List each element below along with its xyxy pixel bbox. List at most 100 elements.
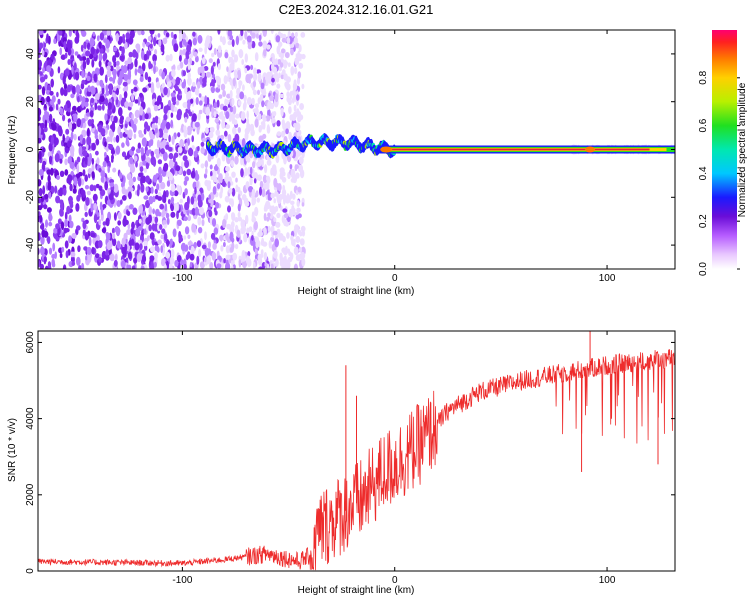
- heatmap-cell: [209, 164, 213, 170]
- heatmap-cell: [293, 263, 298, 269]
- heatmap-cell: [38, 197, 42, 204]
- heatmap-cell: [97, 105, 102, 111]
- heatmap-cell: [194, 51, 198, 58]
- heatmap-cell: [251, 235, 254, 241]
- heatmap-cell: [229, 89, 233, 99]
- heatmap-cell: [42, 147, 46, 153]
- heatmap-cell: [77, 177, 82, 187]
- heatmap-cell: [113, 259, 118, 267]
- heatmap-cell: [270, 192, 276, 199]
- heatmap-cell: [46, 33, 49, 42]
- heatmap-cell: [41, 50, 45, 57]
- heatmap-cell: [285, 121, 291, 130]
- heatmap-cell: [288, 106, 292, 115]
- heatmap-cell: [241, 252, 246, 262]
- heatmap-cell: [135, 161, 138, 168]
- heatmap-cell: [151, 123, 156, 130]
- heatmap-cell: [254, 236, 259, 244]
- heatmap-cell: [39, 42, 44, 49]
- heatmap-cell: [283, 219, 288, 227]
- heatmap-cell: [289, 190, 293, 198]
- heatmap-cell: [217, 78, 221, 86]
- heatmap-cell: [48, 247, 53, 255]
- colorbar-ticks: 0.0 0.2 0.4 0.6 0.8: [698, 70, 740, 276]
- heatmap-cell: [105, 84, 109, 92]
- heatmap-cell: [292, 82, 298, 91]
- heatmap-cell: [257, 72, 262, 82]
- heatmap-cell: [111, 120, 115, 129]
- heatmap-cell: [283, 255, 287, 262]
- heatmap-cell: [210, 86, 215, 94]
- heatmap-cell: [168, 134, 171, 143]
- heatmap-cell: [222, 90, 227, 97]
- heatmap-cell: [68, 214, 72, 223]
- heatmap-cell: [139, 106, 144, 116]
- heatmap-cell: [93, 203, 98, 211]
- heatmap-cell: [109, 182, 115, 188]
- heatmap-cell: [225, 259, 229, 267]
- heatmap-cell: [173, 155, 176, 163]
- heatmap-cell: [38, 169, 44, 176]
- heatmap-cell: [189, 240, 192, 246]
- heatmap-cell: [217, 63, 221, 71]
- heatmap-cell: [208, 131, 214, 139]
- heatmap-cell: [53, 137, 59, 146]
- heatmap-cell: [290, 48, 294, 56]
- heatmap-cell: [246, 97, 252, 106]
- heatmap-cell: [139, 76, 144, 83]
- heatmap-cell: [147, 107, 151, 113]
- heatmap-cell: [115, 145, 121, 155]
- heatmap-cell: [265, 76, 270, 81]
- heatmap-cell: [298, 53, 303, 59]
- heatmap-cell: [297, 71, 302, 79]
- heatmap-cell: [110, 189, 114, 199]
- heatmap-cell: [224, 52, 229, 59]
- heatmap-cell: [182, 70, 186, 77]
- heatmap-cell: [91, 59, 95, 68]
- heatmap-cell: [57, 66, 61, 74]
- heatmap-cell: [165, 121, 171, 130]
- heatmap-cell: [232, 252, 238, 261]
- heatmap-cell: [171, 135, 175, 144]
- heatmap-cell: [281, 176, 287, 183]
- heatmap-cell: [148, 130, 153, 138]
- heatmap-cell: [298, 246, 303, 253]
- heatmap-cell: [176, 219, 182, 226]
- heatmap-cell: [296, 200, 300, 207]
- heatmap-cell: [60, 54, 66, 60]
- heatmap-cell: [241, 59, 245, 65]
- heatmap-cell: [154, 127, 158, 134]
- heatmap-cell: [184, 201, 190, 211]
- heatmap-cell: [192, 120, 196, 129]
- heatmap-cell: [173, 43, 179, 52]
- heatmap-cell: [227, 205, 231, 213]
- heatmap-cell: [121, 46, 125, 55]
- heatmap-cell: [48, 106, 54, 112]
- heatmap-cell: [74, 71, 80, 81]
- heatmap-cell: [84, 174, 88, 182]
- heatmap-cell: [184, 159, 190, 169]
- heatmap-cell: [138, 129, 143, 136]
- heatmap-cell: [207, 153, 212, 162]
- heatmap-cell: [133, 117, 138, 125]
- heatmap-cell: [57, 125, 63, 134]
- heatmap-cell: [85, 197, 90, 206]
- heatmap-cell: [194, 121, 200, 128]
- heatmap-cell: [105, 39, 111, 49]
- heatmap-cell: [289, 90, 293, 100]
- heatmap-cell: [258, 113, 262, 121]
- heatmap-cell: [166, 180, 171, 187]
- heatmap-cell: [71, 232, 77, 239]
- heatmap-cell: [288, 131, 292, 141]
- heatmap-cell: [216, 157, 221, 168]
- heatmap-cell: [90, 127, 96, 133]
- heatmap-cell: [108, 143, 114, 150]
- heatmap-cell: [67, 177, 72, 185]
- heatmap-cell: [73, 62, 77, 71]
- heatmap-cell: [91, 157, 95, 165]
- heatmap-cell: [273, 177, 278, 188]
- heatmap-cell: [75, 203, 80, 212]
- heatmap-cell: [254, 118, 259, 128]
- heatmap-cell: [201, 244, 207, 250]
- heatmap-cell: [187, 101, 191, 111]
